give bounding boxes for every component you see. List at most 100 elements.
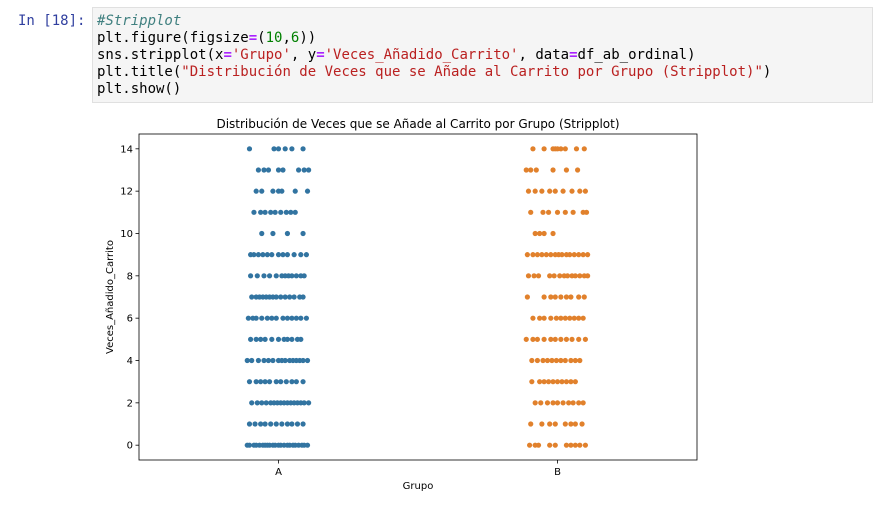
strip-point-b (547, 188, 553, 194)
strip-point-b (554, 379, 561, 385)
y-axis: 0 2 4 6 8 10 12 14 (120, 144, 139, 452)
strip-point-a (270, 357, 276, 364)
strip-point-a (253, 336, 259, 342)
strip-point-b (579, 421, 585, 427)
strip-point-b (545, 379, 552, 385)
strip-point-a (260, 252, 266, 258)
strip-point-b (560, 400, 566, 406)
strip-point-b (563, 294, 570, 300)
strip-point-a (251, 209, 257, 215)
strip-point-b (585, 273, 591, 279)
strip-point-b (541, 315, 547, 321)
strip-point-b (550, 230, 556, 237)
strip-point-b (558, 336, 564, 342)
strip-point-b (537, 379, 543, 385)
strip-point-b (572, 357, 578, 364)
strip-point-b (557, 273, 563, 279)
strip-point-a (278, 294, 284, 300)
strip-point-a (270, 230, 276, 237)
strip-point-b (541, 146, 547, 152)
strip-point-b (585, 252, 591, 258)
strip-point-b (544, 357, 551, 364)
strip-point-a (278, 379, 284, 385)
strip-point-b (537, 230, 543, 237)
strip-point-a (284, 336, 291, 342)
strip-point-b (582, 442, 589, 448)
strip-point-a (284, 230, 291, 237)
strip-point-a (275, 146, 282, 152)
strip-point-a (273, 273, 279, 279)
strip-point-b (581, 294, 587, 300)
strip-point-a (301, 273, 307, 279)
strip-point-a (244, 357, 250, 364)
code-operator: = (248, 30, 258, 46)
strip-point-b (568, 357, 574, 364)
strip-point-b (549, 357, 555, 364)
strip-point-a (245, 315, 251, 321)
chart-title: Distribución de Veces que se Añade al Ca… (216, 117, 619, 131)
x-axis-label: Grupo (403, 481, 434, 492)
x-tick-label: A (275, 467, 282, 478)
strip-point-b (577, 442, 583, 448)
code-token: )) (299, 30, 317, 46)
code-operator: = (316, 47, 325, 63)
strip-point-b (568, 442, 574, 448)
strip-point-b (532, 188, 538, 194)
strip-point-a (300, 294, 306, 300)
strip-point-b (567, 252, 573, 258)
strip-point-b (564, 273, 571, 279)
strip-point-b (534, 336, 541, 342)
strip-point-a (253, 315, 259, 321)
y-tick-label: 8 (127, 271, 133, 282)
strip-point-a (289, 379, 295, 385)
code-operator: = (223, 47, 232, 63)
strip-point-b (577, 357, 583, 364)
strip-point-a (292, 188, 298, 194)
strip-point-b (574, 167, 581, 173)
strip-point-b (558, 294, 564, 300)
y-tick-label: 12 (120, 187, 133, 198)
strip-point-a (264, 315, 270, 321)
strip-point-a (304, 188, 311, 194)
strip-point-b (547, 442, 553, 448)
strip-point-b (550, 167, 556, 173)
strip-point-a (300, 146, 306, 152)
strip-point-b (583, 209, 590, 215)
strip-point-a (300, 230, 306, 237)
strip-point-b (554, 400, 561, 406)
strip-point-a (258, 209, 264, 215)
strip-point-a (258, 336, 264, 342)
strip-point-a (287, 294, 293, 300)
strip-point-a (293, 315, 299, 321)
strip-point-a (294, 421, 301, 427)
strip-point-b (571, 252, 577, 258)
strip-point-a (269, 336, 275, 342)
strip-point-a (264, 252, 270, 258)
strip-point-a (262, 379, 268, 385)
strip-point-b (541, 336, 547, 342)
strip-point-b (530, 315, 536, 321)
strip-point-a (273, 379, 279, 385)
code-editor[interactable]: #Stripplot plt.figure(figsize=(10,6)) sn… (97, 13, 771, 98)
strip-point-b (576, 336, 582, 342)
code-cell[interactable]: #Stripplot plt.figure(figsize=(10,6)) sn… (92, 7, 873, 103)
strip-point-b (551, 273, 557, 279)
strip-point-b (569, 336, 575, 342)
strip-point-a (288, 209, 294, 215)
strip-point-b (573, 146, 580, 152)
strip-point-b (527, 442, 533, 448)
code-token: , y (290, 47, 317, 63)
strip-point-a (265, 167, 272, 173)
strip-point-a (246, 421, 253, 427)
strip-point-b (580, 315, 586, 321)
strip-point-b (528, 209, 534, 215)
strip-point-b (539, 252, 545, 258)
strip-point-a (246, 442, 253, 448)
strip-point-a (280, 252, 286, 258)
strip-point-a (249, 294, 255, 300)
strip-point-b (552, 336, 558, 342)
strip-point-b (534, 357, 541, 364)
strip-point-b (530, 146, 536, 152)
strip-point-a (300, 421, 306, 427)
